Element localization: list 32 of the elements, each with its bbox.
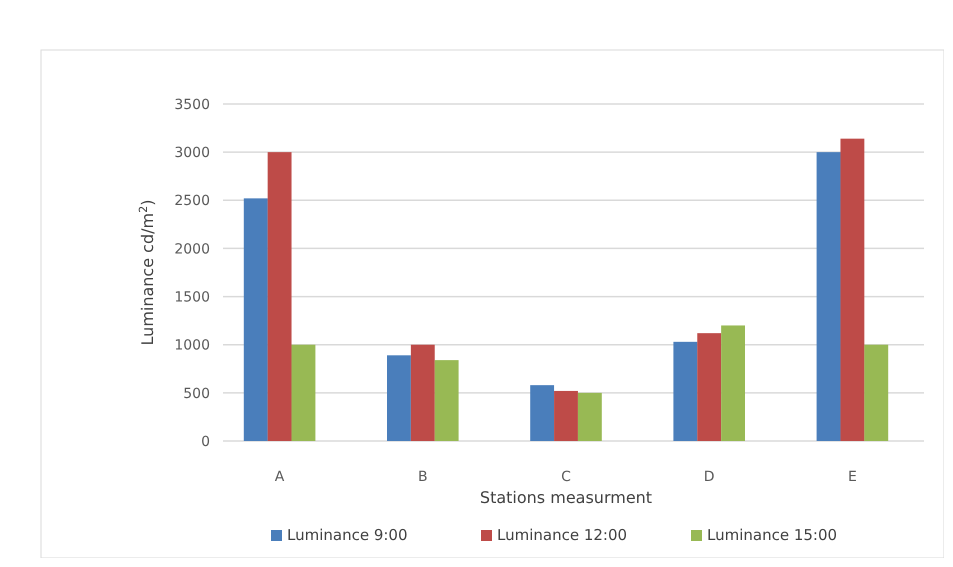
bar [387,355,411,441]
y-tick-label: 500 [183,386,210,402]
bar [840,138,864,441]
bar [434,360,459,441]
bar [697,333,722,441]
y-tick-label: 2000 [174,241,210,258]
y-tick-label: 0 [201,434,210,450]
x-tick-label: C [561,469,572,485]
x-tick-label: E [848,469,857,485]
y-tick-label: 1500 [174,289,210,306]
legend-label: Luminance 15:00 [707,526,838,544]
legend-label: Luminance 9:00 [287,526,408,544]
bar [721,325,745,441]
legend-label: Luminance 12:00 [497,526,628,544]
bar [410,344,435,441]
bar [244,198,268,441]
x-tick-label: A [274,469,285,485]
bar [530,385,554,441]
x-axis-title: Stations measurment [480,488,652,507]
y-tick-label: 3500 [174,96,210,113]
bar [268,152,292,441]
bar [292,344,316,441]
x-tick-label: B [418,469,428,485]
x-tick-label: D [704,469,715,485]
y-tick-label: 1000 [174,338,210,354]
bar [578,392,602,441]
y-tick-label: 3000 [174,145,210,162]
bar [554,390,578,441]
bar [816,152,840,441]
bar [864,344,888,441]
bar [673,342,698,441]
y-tick-label: 2500 [174,193,210,210]
